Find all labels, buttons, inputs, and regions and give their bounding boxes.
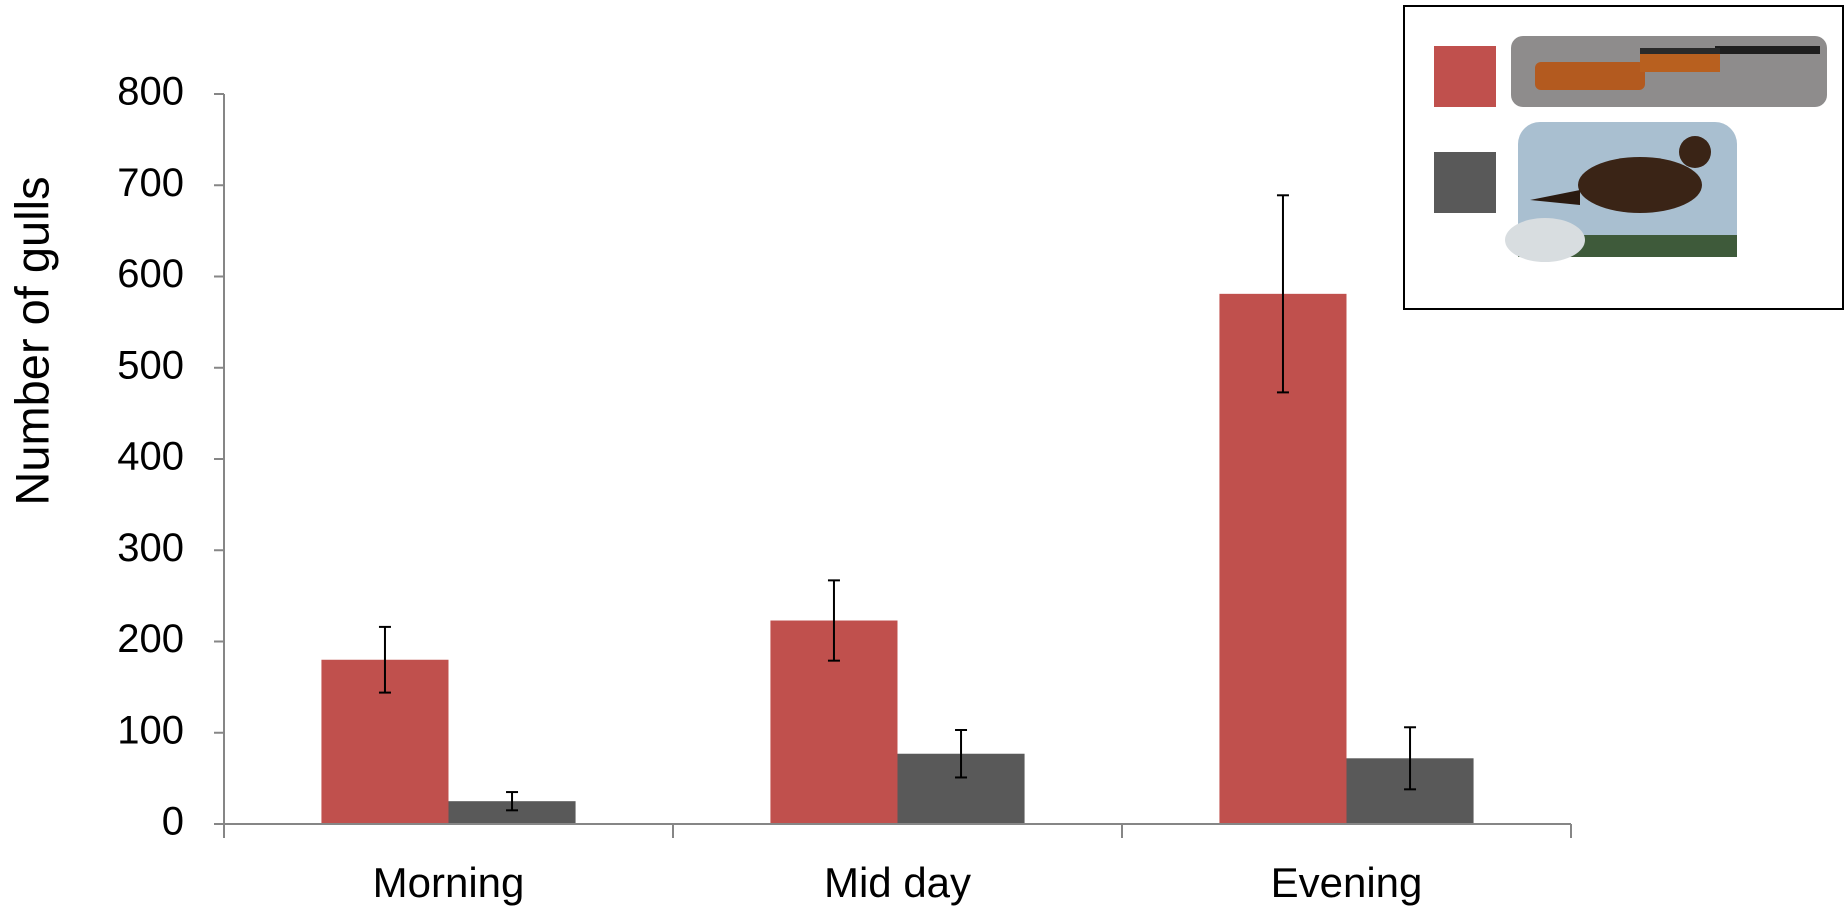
y-tick-label: 0 [162, 800, 184, 844]
y-tick-label: 500 [117, 343, 184, 387]
legend-swatch [1434, 46, 1496, 107]
x-tick-label: Evening [1271, 859, 1423, 906]
legend-swatch [1434, 152, 1496, 213]
y-tick-label: 400 [117, 435, 184, 479]
x-tick-label: Mid day [824, 859, 971, 906]
legend-hawk-image [1505, 122, 1737, 262]
y-tick-label: 300 [117, 526, 184, 570]
legend-gun-image [1511, 36, 1827, 107]
chart: Number of gulls 0 100 200 300 400 500 600 700 80… [0, 0, 1845, 909]
y-tick-label: 700 [117, 161, 184, 205]
y-tick-label: 100 [117, 708, 184, 752]
y-tick-label: 200 [117, 617, 184, 661]
y-tick-label: 600 [117, 252, 184, 296]
y-axis-label: Number of gulls [5, 176, 58, 505]
y-tick-label: 800 [117, 70, 184, 114]
x-tick-label: Morning [373, 859, 525, 906]
